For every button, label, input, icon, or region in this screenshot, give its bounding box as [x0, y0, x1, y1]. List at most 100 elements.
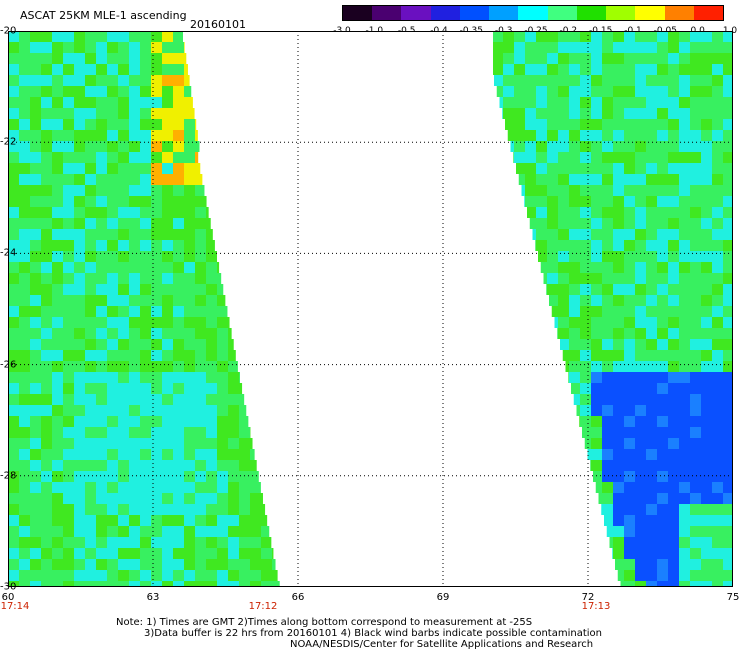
- data-cell: [19, 163, 30, 174]
- data-cell: [712, 141, 723, 152]
- data-cell: [52, 273, 63, 284]
- data-cell: [173, 207, 184, 218]
- data-cell: [151, 273, 162, 284]
- data-cell: [118, 185, 129, 196]
- data-cell: [712, 350, 723, 361]
- data-cell: [140, 548, 151, 559]
- data-cell: [690, 240, 701, 251]
- data-cell: [195, 339, 206, 350]
- data-cell: [129, 548, 140, 559]
- data-cell: [129, 273, 140, 284]
- data-cell: [701, 251, 712, 262]
- data-cell: [107, 306, 118, 317]
- data-cell: [74, 152, 85, 163]
- data-cell: [547, 229, 558, 240]
- data-cell: [635, 53, 646, 64]
- data-cell: [96, 163, 107, 174]
- data-cell: [723, 328, 733, 339]
- data-cell: [85, 328, 96, 339]
- data-cell: [41, 570, 52, 581]
- data-cell: [206, 471, 217, 482]
- data-cell: [679, 361, 690, 372]
- data-cell: [118, 174, 129, 185]
- data-cell: [85, 383, 96, 394]
- data-cell: [525, 130, 536, 141]
- data-cell: [668, 64, 679, 75]
- data-cell: [118, 284, 129, 295]
- data-cell: [85, 75, 96, 86]
- data-cell: [635, 306, 646, 317]
- data-cell: [646, 130, 657, 141]
- data-cell: [701, 295, 712, 306]
- data-cell: [118, 438, 129, 449]
- data-cell: [569, 339, 580, 350]
- data-cell: [571, 383, 580, 394]
- data-cell: [41, 460, 52, 471]
- data-cell: [591, 163, 602, 174]
- data-cell: [140, 306, 151, 317]
- data-cell: [85, 570, 96, 581]
- data-cell: [151, 163, 162, 174]
- data-cell: [19, 581, 30, 587]
- data-cell: [569, 31, 580, 42]
- data-cell: [74, 515, 85, 526]
- data-cell: [140, 240, 151, 251]
- y-axis-label: -24: [0, 247, 17, 259]
- data-cell: [19, 174, 30, 185]
- data-cell: [635, 427, 646, 438]
- data-cell: [646, 405, 657, 416]
- data-cell: [74, 405, 85, 416]
- data-cell: [74, 570, 85, 581]
- data-cell: [19, 240, 30, 251]
- data-cell: [646, 526, 657, 537]
- data-cell: [30, 383, 41, 394]
- data-cell: [63, 361, 74, 372]
- data-cell: [569, 240, 580, 251]
- data-cell: [206, 548, 217, 559]
- data-cell: [712, 493, 723, 504]
- data-cell: [606, 526, 613, 537]
- color-bar: [342, 5, 724, 21]
- data-cell: [206, 207, 209, 218]
- data-cell: [613, 306, 624, 317]
- data-cell: [646, 438, 657, 449]
- data-cell: [646, 31, 657, 42]
- data-cell: [173, 141, 184, 152]
- data-cell: [613, 317, 624, 328]
- data-cell: [107, 108, 118, 119]
- data-cell: [668, 515, 679, 526]
- data-cell: [723, 317, 733, 328]
- data-cell: [41, 273, 52, 284]
- data-cell: [184, 163, 195, 174]
- data-cell: [536, 218, 547, 229]
- data-cell: [63, 108, 74, 119]
- data-cell: [63, 471, 74, 482]
- data-cell: [63, 482, 74, 493]
- data-cell: [96, 119, 107, 130]
- data-cell: [151, 207, 162, 218]
- data-cell: [52, 460, 63, 471]
- data-cell: [96, 262, 107, 273]
- data-cell: [195, 405, 206, 416]
- data-cell: [587, 449, 591, 460]
- data-cell: [52, 141, 63, 152]
- data-cell: [635, 251, 646, 262]
- data-cell: [635, 42, 646, 53]
- data-cell: [701, 141, 712, 152]
- data-cell: [569, 361, 580, 372]
- data-cell: [107, 581, 118, 587]
- data-cell: [52, 163, 63, 174]
- data-cell: [624, 42, 635, 53]
- data-cell: [228, 372, 239, 383]
- data-cell: [206, 427, 217, 438]
- data-cell: [558, 207, 569, 218]
- data-cell: [690, 548, 701, 559]
- data-cell: [591, 273, 602, 284]
- data-cell: [217, 460, 228, 471]
- data-cell: [613, 141, 624, 152]
- data-cell: [107, 438, 118, 449]
- data-cell: [41, 97, 52, 108]
- data-cell: [524, 196, 525, 207]
- data-cell: [624, 86, 635, 97]
- data-cell: [723, 196, 733, 207]
